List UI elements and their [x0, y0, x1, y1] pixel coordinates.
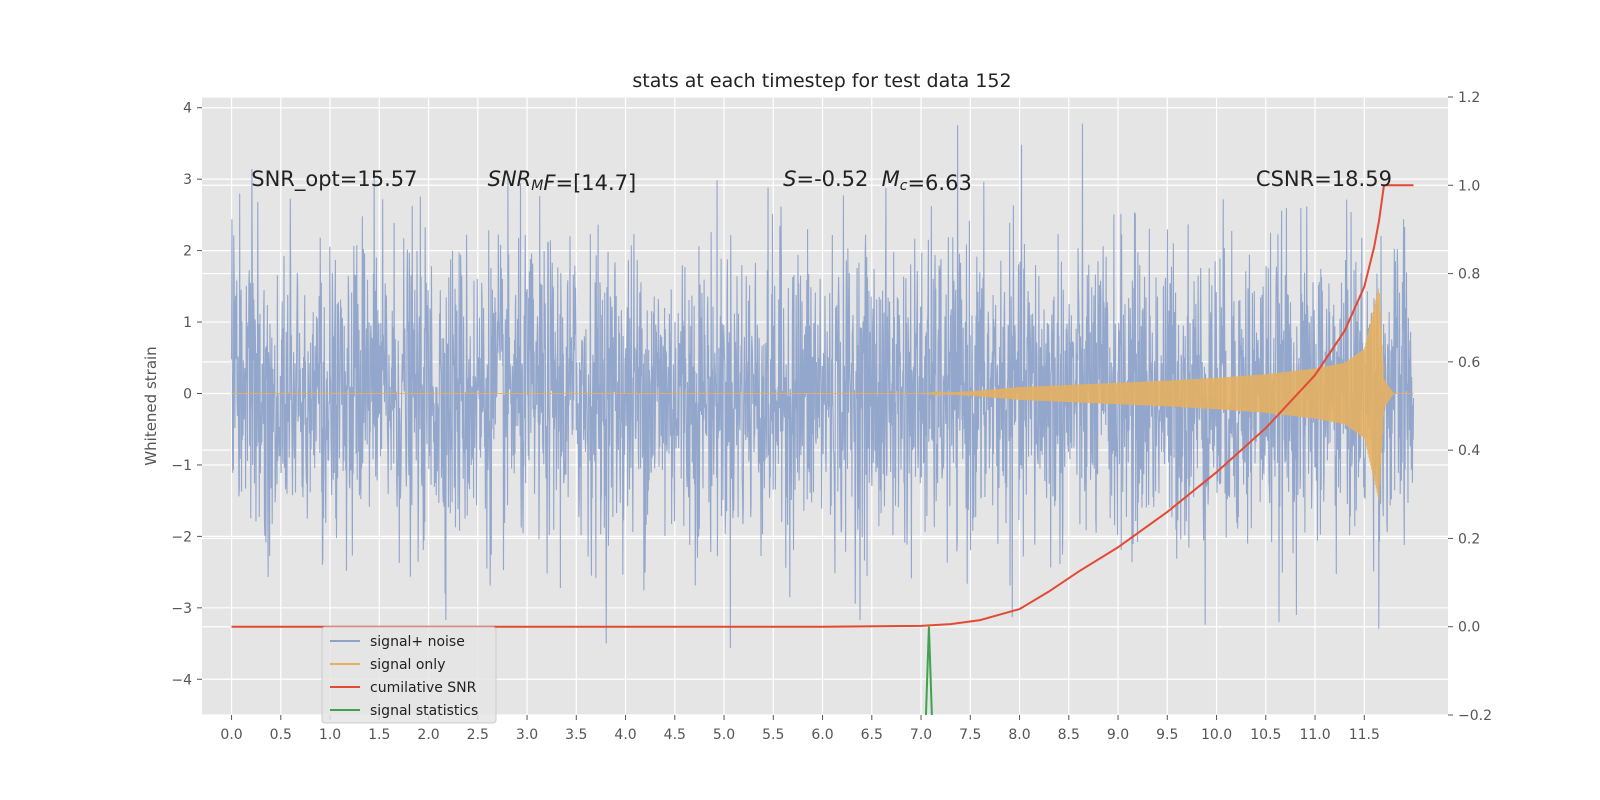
y-tick-label: −2 — [171, 529, 192, 545]
x-tick-label: 11.0 — [1299, 727, 1330, 743]
y2-tick-label: 1.2 — [1458, 90, 1480, 106]
y2-tick-label: −0.2 — [1458, 708, 1492, 724]
x-tick-label: 9.5 — [1156, 727, 1178, 743]
y-tick-label: −4 — [171, 672, 192, 688]
y2-tick-label: 0.4 — [1458, 443, 1480, 459]
x-tick-label: 6.5 — [861, 727, 883, 743]
x-tick-label: 5.0 — [713, 727, 735, 743]
legend: signal+ noise signal only cumilative SNR si… — [321, 626, 497, 724]
x-tick-label: 2.5 — [467, 727, 489, 743]
y-axis-label: Whitened strain — [142, 346, 160, 465]
annotation-text: S=-0.52 — [783, 167, 868, 191]
x-tick-label: 4.0 — [614, 727, 636, 743]
x-tick-label: 4.5 — [664, 727, 686, 743]
legend-label: signal statistics — [370, 703, 478, 719]
legend-label: cumilative SNR — [370, 680, 477, 696]
x-tick-label: 8.5 — [1058, 727, 1080, 743]
x-tick-label: 1.0 — [319, 727, 341, 743]
y-tick-label: 4 — [183, 101, 192, 117]
x-tick-label: 11.5 — [1349, 727, 1380, 743]
y-tick-label: 3 — [183, 172, 192, 188]
y-tick-label: 2 — [183, 244, 192, 260]
x-tick-label: 7.0 — [910, 727, 932, 743]
y-tick-label: 1 — [183, 315, 192, 331]
x-tick-label: 0.5 — [270, 727, 292, 743]
series-signal-only-line — [231, 288, 1414, 501]
annotation-text: SNRMF=[14.7] — [488, 167, 637, 195]
x-tick-label: 3.5 — [565, 727, 587, 743]
x-tick-label: 10.0 — [1201, 727, 1232, 743]
y-tick-label: −1 — [171, 458, 192, 474]
x-tick-label: 7.5 — [959, 727, 981, 743]
series-signal-statistics-line — [924, 626, 933, 715]
x-tick-label: 0.0 — [220, 727, 242, 743]
y2-tick-label: 0.0 — [1458, 620, 1480, 636]
x-tick-label: 6.0 — [811, 727, 833, 743]
y2-tick-label: 0.8 — [1458, 267, 1480, 283]
chart-title: stats at each timestep for test data 152 — [632, 70, 1011, 92]
y-tick-label: 0 — [183, 386, 192, 402]
x-tick-label: 5.5 — [762, 727, 784, 743]
series-signal-noise-line — [231, 123, 1415, 649]
x-tick-label: 3.0 — [516, 727, 538, 743]
legend-label: signal+ noise — [370, 634, 465, 650]
legend-box — [321, 626, 497, 724]
x-tick-label: 10.5 — [1250, 727, 1281, 743]
annotation-text: CSNR=18.59 — [1256, 167, 1392, 191]
grid-lines — [202, 96, 1448, 716]
annotation-text: SNR_opt=15.57 — [251, 167, 417, 192]
y-tick-label: −3 — [171, 601, 192, 617]
y2-tick-label: 1.0 — [1458, 178, 1480, 194]
annotation-text: Mc=6.63 — [882, 167, 972, 195]
legend-label: signal only — [370, 657, 445, 673]
x-tick-label: 2.0 — [417, 727, 439, 743]
y2-tick-label: 0.6 — [1458, 355, 1480, 371]
y2-tick-label: 0.2 — [1458, 531, 1480, 547]
x-tick-label: 8.0 — [1008, 727, 1030, 743]
x-tick-label: 9.0 — [1107, 727, 1129, 743]
series-cumulative-snr-line — [231, 184, 1414, 628]
x-tick-label: 1.5 — [368, 727, 390, 743]
